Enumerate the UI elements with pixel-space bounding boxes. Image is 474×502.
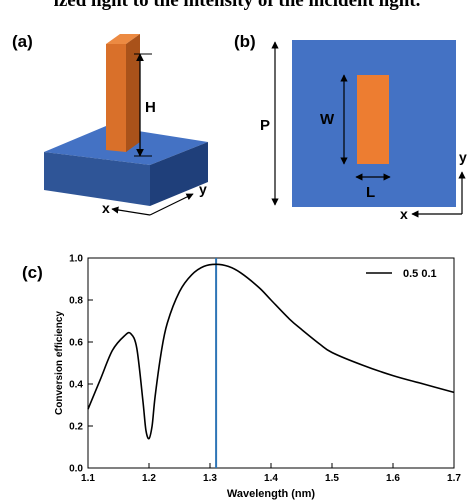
y-tick-label: 0.2 <box>69 422 83 433</box>
pillar-top-view <box>357 75 389 164</box>
y-axis-title: Conversion efficiency <box>54 311 65 415</box>
x-tick-label: 1.4 <box>264 473 278 484</box>
pillar-front-face <box>106 44 126 152</box>
x-tick-label: 1.2 <box>142 473 156 484</box>
series-line <box>87 263 455 440</box>
legend-label: 0.5 0.1 <box>403 268 437 280</box>
x-tick-label: 1.6 <box>386 473 400 484</box>
y-axis-label: y <box>459 149 467 165</box>
panel-a: (a) H x y <box>12 32 208 216</box>
chart: 1.1 1.2 1.3 1.4 1.5 1.6 1.7 0.0 0.2 0.4 0.6 0.8 1.0 W… <box>54 254 461 501</box>
panel-b-label: (b) <box>234 32 256 51</box>
x-tick-label: 1.5 <box>325 473 339 484</box>
y-axis-arrow <box>149 193 194 216</box>
x-axis-arrow <box>111 206 151 216</box>
panel-a-label: (a) <box>12 32 33 51</box>
height-label: H <box>145 99 156 116</box>
plot-frame <box>87 257 455 469</box>
x-axis-label: x <box>102 200 110 216</box>
y-tick-label: 0.4 <box>69 380 83 391</box>
y-tick-label: 0.0 <box>69 464 83 475</box>
x-axis-label: x <box>400 206 408 222</box>
pillar-side-face <box>126 34 140 152</box>
base-front-face <box>44 152 150 206</box>
x-axis-title: Wavelength (nm) <box>227 488 316 500</box>
period-label: P <box>260 117 270 134</box>
y-tick-label: 0.8 <box>69 296 83 307</box>
caption-fragment: ized light to the intensity of the incid… <box>53 0 421 11</box>
pillar-top-face <box>106 34 140 44</box>
panel-c: (c) 1.1 1.2 1.3 1.4 1.5 1.6 1.7 0.0 0.2 0.4 0.6 0.8… <box>22 254 461 501</box>
x-tick-label: 1.7 <box>447 473 461 484</box>
y-axis-label: y <box>199 181 207 197</box>
length-label: L <box>366 184 375 201</box>
panel-b: (b) P W L x y <box>234 32 467 222</box>
base-side-face <box>150 142 208 206</box>
y-tick-label: 1.0 <box>69 254 83 265</box>
width-label: W <box>320 111 335 128</box>
caption-fragment-clip: ized light to the intensity of the incid… <box>0 0 474 14</box>
panel-c-label: (c) <box>22 263 43 282</box>
y-tick-label: 0.6 <box>69 338 83 349</box>
x-tick-label: 1.1 <box>81 473 95 484</box>
x-tick-label: 1.3 <box>203 473 217 484</box>
